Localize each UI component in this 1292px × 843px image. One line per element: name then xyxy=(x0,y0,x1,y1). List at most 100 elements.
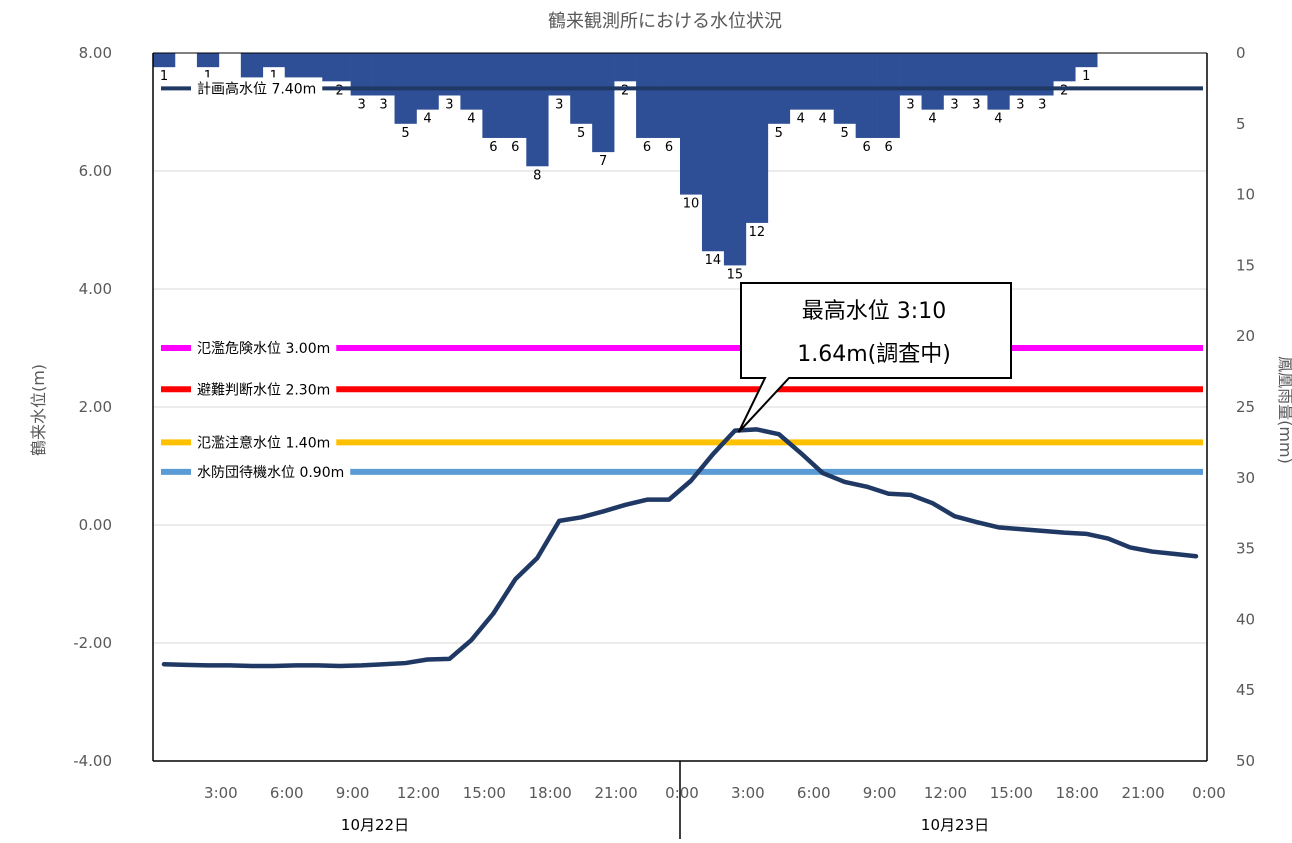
y2-tick-label: 5 xyxy=(1236,115,1246,133)
rain-data-label: 3 xyxy=(357,97,365,112)
y2-tick-label: 10 xyxy=(1236,186,1255,204)
reference-label-bg xyxy=(191,431,337,454)
axes xyxy=(152,52,1208,839)
water-level-line xyxy=(161,427,1199,669)
rain-bar xyxy=(153,53,176,68)
y2-tick-label: 15 xyxy=(1236,256,1255,274)
reference-line-label: 水防団待機水位 0.90m xyxy=(197,465,344,481)
rain-data-label: 4 xyxy=(928,112,936,127)
rain-data-label: 5 xyxy=(401,126,409,141)
x-tick-label: 18:00 xyxy=(1056,784,1099,802)
x-tick-label: 0:00 xyxy=(665,784,699,802)
x-tick-label: 15:00 xyxy=(463,784,506,802)
rain-bar xyxy=(921,53,944,110)
reference-label-bg xyxy=(191,337,337,359)
rain-bar xyxy=(350,53,373,96)
rain-data-label: 2 xyxy=(336,83,344,98)
rain-bar xyxy=(855,53,878,138)
y-axis-title: 鶴来水位(m) xyxy=(29,364,48,456)
rain-data-label: 6 xyxy=(489,140,497,155)
rain-data-label: 12 xyxy=(749,225,766,240)
y2-tick-label: 25 xyxy=(1236,398,1255,416)
callout-line-1: 最高水位 3:10 xyxy=(802,299,946,324)
rain-data-label: 3 xyxy=(1038,97,1046,112)
rain-bar xyxy=(416,53,439,110)
rain-bar xyxy=(789,53,813,110)
rain-bar xyxy=(240,53,264,82)
x-tick-label: 6:00 xyxy=(270,784,304,802)
rain-data-label: 4 xyxy=(467,112,475,127)
x-tick-label: 12:00 xyxy=(924,784,967,802)
rain-data-label: 5 xyxy=(841,126,849,141)
reference-line-label: 計画高水位 7.40m xyxy=(197,80,316,97)
rain-data-label: 2 xyxy=(621,83,629,98)
reference-line-label: 氾濫注意水位 1.40m xyxy=(197,434,330,451)
rain-data-label: 14 xyxy=(705,253,722,268)
y-axis-ticks: 8.00 6.00 4.00 2.00 0.00 -2.00 -4.00 xyxy=(73,44,112,770)
rain-data-label: 1 xyxy=(160,69,168,84)
rain-bar xyxy=(877,53,900,138)
rain-bar xyxy=(548,53,571,96)
rain-bar xyxy=(460,53,483,110)
water-level-series xyxy=(161,427,1199,669)
chart-title: 鶴来観測所における水位状況 xyxy=(548,11,782,32)
rain-data-label: 4 xyxy=(423,112,431,127)
rain-data-label: 6 xyxy=(665,140,673,155)
rain-data-label: 3 xyxy=(972,97,980,112)
rain-data-label: 1 xyxy=(204,69,212,84)
rain-data-label: 3 xyxy=(950,97,958,112)
y-tick-label: 8.00 xyxy=(79,44,112,62)
y2-tick-label: 20 xyxy=(1236,327,1255,345)
x-tick-label: 15:00 xyxy=(990,784,1033,802)
x-tick-label: 3:00 xyxy=(731,784,765,802)
x-tick-label: 0:00 xyxy=(1192,784,1226,802)
y-tick-label: 6.00 xyxy=(79,162,112,180)
x-tick-label: 3:00 xyxy=(204,784,238,802)
rain-bar xyxy=(1009,53,1032,96)
y2-tick-label: 30 xyxy=(1236,469,1255,487)
rain-bar xyxy=(328,53,351,82)
reference-label-bg xyxy=(191,460,351,483)
y-tick-label: -2.00 xyxy=(73,634,112,652)
x-tick-label: 6:00 xyxy=(797,784,831,802)
rain-bar xyxy=(372,53,395,96)
date-labels: 10月22日 10月23日 xyxy=(341,816,989,834)
reference-line-label: 氾濫危険水位 3.00m xyxy=(197,341,330,357)
rain-data-label: 5 xyxy=(775,126,783,141)
rain-data-label: 1 xyxy=(270,69,278,84)
rain-bar xyxy=(987,53,1010,110)
x-axis-ticks: 3:00 6:00 9:00 12:00 15:00 18:00 21:00 0:00 3:00… xyxy=(204,784,1226,802)
rain-data-label: 7 xyxy=(599,154,607,169)
reference-line-label: 避難判断水位 2.30m xyxy=(197,382,330,398)
y2-axis-ticks: 0 5 10 15 20 25 30 35 40 45 50 xyxy=(1236,44,1255,770)
rain-data-label: 15 xyxy=(727,267,744,282)
rain-bar xyxy=(482,53,505,138)
date-label: 10月22日 xyxy=(341,816,409,834)
gridlines xyxy=(153,170,1207,644)
rain-bar xyxy=(284,53,308,82)
date-label: 10月23日 xyxy=(921,816,989,834)
rain-data-label: 6 xyxy=(863,140,871,155)
y2-tick-label: 40 xyxy=(1236,610,1255,628)
y2-tick-label: 45 xyxy=(1236,681,1255,699)
y2-tick-label: 50 xyxy=(1236,752,1255,770)
rain-bar xyxy=(723,53,747,266)
rain-bar xyxy=(196,53,220,68)
rain-bar xyxy=(745,53,769,223)
rain-data-label: 3 xyxy=(555,97,563,112)
callout-line-2: 1.64m(調査中) xyxy=(797,342,951,367)
rain-data-label: 6 xyxy=(884,140,892,155)
rain-bar xyxy=(438,53,461,96)
rain-data-label: 3 xyxy=(379,97,387,112)
x-tick-label: 9:00 xyxy=(863,784,897,802)
rain-bar xyxy=(701,53,725,252)
rain-data-label: 4 xyxy=(797,112,805,127)
rain-bar xyxy=(811,53,835,110)
rain-data-label: 6 xyxy=(511,140,519,155)
x-tick-label: 9:00 xyxy=(336,784,370,802)
rain-bar xyxy=(965,53,988,96)
rain-data-label: 3 xyxy=(445,97,453,112)
rain-data-label: 2 xyxy=(1060,83,1068,98)
x-tick-label: 18:00 xyxy=(529,784,572,802)
